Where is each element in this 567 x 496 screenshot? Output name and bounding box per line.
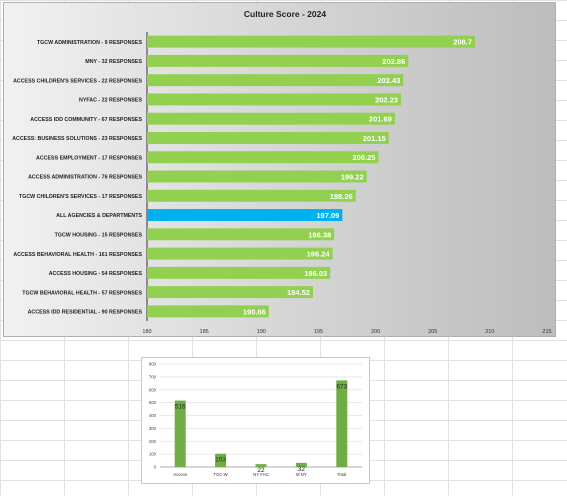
data-label: 197.09 [316, 211, 339, 220]
y-tick-label: 200 [149, 439, 157, 444]
bar [215, 453, 227, 467]
category-label: ACCESS IDD COMMUNITY - 67 RESPONSES [30, 117, 142, 123]
category-label: TGCW CHILDREN'S SERVICES - 17 RESPONSES [19, 194, 142, 200]
data-label: 200.25 [352, 153, 375, 162]
x-tick-label: 180 [142, 329, 151, 335]
culture-score-svg: Culture Score - 2024 TGCW ADMINISTRATION … [12, 9, 551, 335]
bar [147, 189, 356, 202]
category-label: NY FAC [253, 472, 268, 477]
y-tick-label: 500 [149, 400, 157, 405]
bar [147, 35, 475, 48]
data-label: 32 [298, 466, 306, 473]
data-label: 190.66 [243, 307, 266, 316]
category-label: TGCW HOUSING - 15 RESPONSES [55, 233, 143, 239]
category-label: ACCESS: BUSINESS SOLUTIONS - 23 RESPONSE… [12, 136, 142, 142]
x-tick-label: 205 [428, 329, 437, 335]
bar [336, 380, 348, 467]
category-label: Access [173, 472, 187, 477]
bar [147, 74, 404, 87]
data-label: 201.15 [363, 134, 386, 143]
data-label: 208.7 [453, 38, 472, 47]
data-label: 22 [257, 467, 265, 474]
bar [147, 54, 409, 67]
category-label: TGC W [213, 472, 228, 477]
y-tick-label: 800 [149, 362, 157, 367]
bar [147, 228, 335, 241]
x-tick-label: 215 [542, 329, 551, 335]
bar [147, 151, 379, 164]
data-label: 202.23 [375, 95, 398, 104]
bar [147, 170, 367, 183]
category-label: ALL AGENCIES & DEPARTMENTS [56, 213, 142, 219]
y-tick-label: 300 [149, 426, 157, 431]
bar [147, 112, 395, 125]
y-tick-label: 100 [149, 452, 157, 457]
data-label: 196.24 [307, 250, 331, 259]
data-label: 196.03 [304, 269, 327, 278]
category-label: ACCESS ADMINISTRATION - 76 RESPONSES [28, 175, 142, 181]
data-label: 199.22 [341, 173, 364, 182]
bar [147, 305, 269, 318]
y-tick-label: 400 [149, 413, 157, 418]
bar [147, 266, 331, 279]
x-tick-label: 195 [314, 329, 323, 335]
bar [147, 131, 389, 144]
bar [147, 286, 313, 299]
bar [147, 93, 402, 106]
responses-chart[interactable]: 0 100 200 300 400 500 600 700 800 516 Access 103 TGC… [141, 357, 370, 484]
y-tick-label: 600 [149, 387, 157, 392]
data-label: 673 [336, 383, 347, 390]
category-label: ACCESS EMPLOYMENT - 17 RESPONSES [36, 155, 142, 161]
bar [255, 464, 267, 467]
data-label: 194.52 [287, 288, 310, 297]
x-tick-label: 210 [485, 329, 494, 335]
bar [295, 462, 307, 467]
category-label: ACCESS BEHAVIORAL HEALTH - 161 RESPONSES [13, 252, 142, 258]
data-label: 103 [215, 457, 226, 464]
category-label: TGCW BEHAVIORAL HEALTH - 57 RESPONSES [22, 290, 142, 296]
category-label: MNY - 32 RESPONSES [85, 59, 142, 65]
x-tick-label: 200 [371, 329, 380, 335]
data-label: 196.38 [308, 230, 331, 239]
category-label: Total [337, 472, 346, 477]
category-label: TGCW ADMINISTRATION - 9 RESPONSES [37, 40, 143, 46]
x-tick-label: 185 [200, 329, 209, 335]
culture-score-chart[interactable]: Culture Score - 2024 TGCW ADMINISTRATION … [3, 2, 556, 337]
data-label: 198.26 [330, 192, 353, 201]
data-label: 202.43 [377, 76, 400, 85]
data-label: 202.86 [382, 57, 405, 66]
category-label: ACCESS IDD RESIDENTIAL - 90 RESPONSES [28, 310, 143, 316]
category-label: ACCESS HOUSING - 54 RESPONSES [49, 271, 143, 277]
category-label: M NY [296, 472, 307, 477]
bar [174, 400, 186, 467]
y-tick-label: 0 [154, 465, 157, 470]
data-label: 201.69 [369, 115, 392, 124]
bar [147, 247, 333, 260]
category-label: NYFAC - 22 RESPONSES [79, 98, 142, 104]
category-label: ACCESS CHILDREN'S SERVICES - 22 RESPONSE… [13, 78, 142, 84]
y-tick-label: 700 [149, 374, 157, 379]
responses-svg: 0 100 200 300 400 500 600 700 800 516 Access 103 TGC… [149, 362, 362, 477]
bar [147, 209, 343, 222]
x-tick-label: 190 [257, 329, 266, 335]
chart-title: Culture Score - 2024 [244, 9, 326, 19]
data-label: 516 [175, 404, 186, 411]
